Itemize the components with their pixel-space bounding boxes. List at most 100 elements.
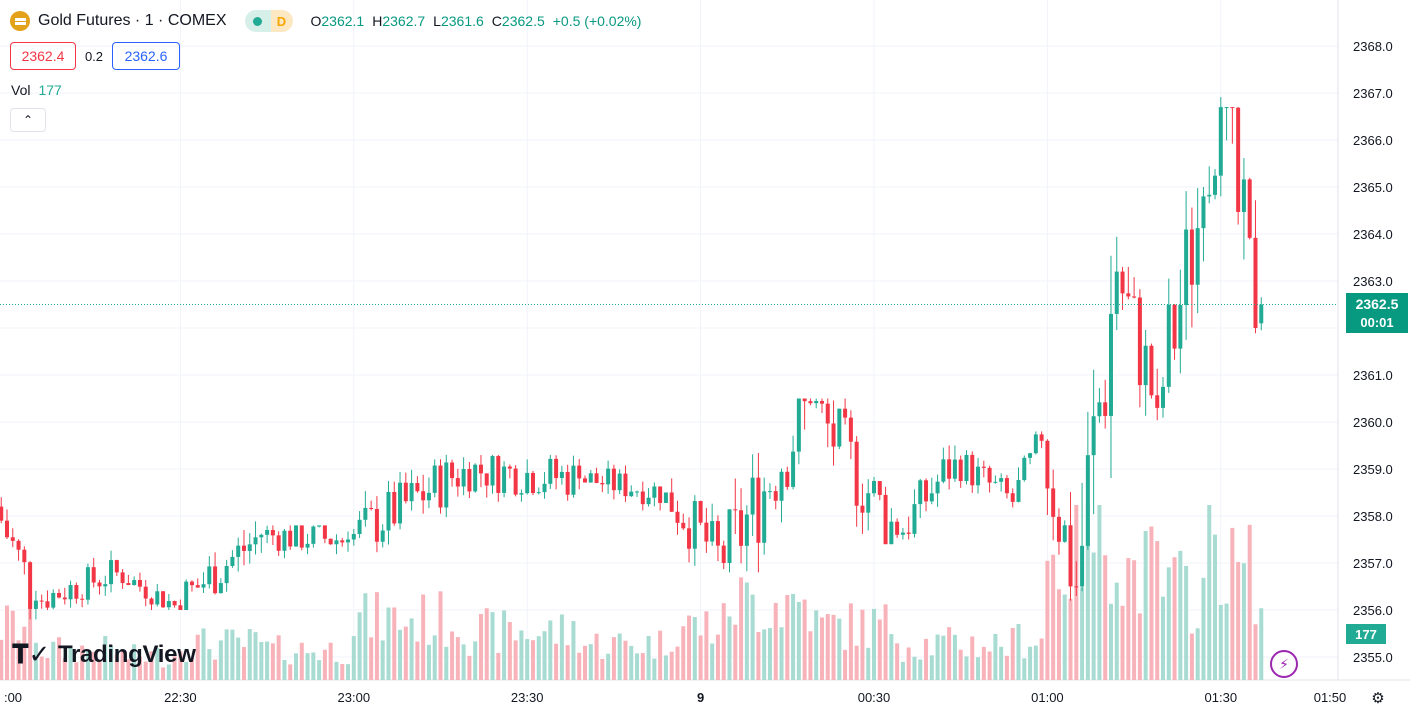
candle-body — [947, 459, 952, 479]
volume-bar — [28, 600, 33, 680]
candle-body — [658, 486, 663, 503]
volume-bar — [802, 599, 807, 680]
candle-body — [594, 473, 599, 483]
candle-body — [294, 525, 298, 547]
candle-body — [1201, 196, 1206, 229]
candle-body — [1143, 345, 1148, 386]
candle-body — [1166, 304, 1171, 387]
volume-bar — [143, 661, 148, 680]
candle-body — [507, 466, 512, 469]
time-axis: :00 22:30 23:00 23:30 9 00:30 01:00 01:30 01:50 — [4, 690, 1346, 705]
volume-bar — [1062, 594, 1067, 680]
volume-bar — [554, 643, 559, 680]
candle-body — [392, 492, 397, 524]
candle-body — [317, 525, 322, 527]
candle-body — [1149, 345, 1154, 396]
volume-bar — [1091, 552, 1096, 680]
volume-bar — [1051, 554, 1056, 680]
candle-body — [675, 511, 680, 523]
time-tick-label: :00 — [4, 690, 22, 705]
candle-body — [421, 491, 426, 501]
candle-body — [201, 584, 206, 588]
volume-bar — [999, 646, 1004, 680]
candle-body — [1236, 107, 1241, 212]
volume-bar — [461, 644, 466, 680]
symbol-title[interactable]: Gold Futures · 1 · COMEX — [38, 12, 227, 29]
candle-body — [1207, 194, 1212, 197]
volume-bar — [22, 626, 27, 680]
volume-bar — [993, 633, 998, 680]
market-status[interactable]: D — [244, 10, 293, 32]
volume-bar — [386, 607, 391, 680]
candle-body — [438, 465, 443, 508]
gear-icon[interactable]: ⚙ — [1371, 690, 1385, 707]
buy-button[interactable]: 2362.6 — [112, 42, 180, 70]
volume-bar — [1207, 505, 1212, 680]
volume-bar — [1033, 645, 1038, 680]
candle-body — [426, 492, 431, 501]
candle-body — [45, 601, 50, 608]
volume-bar — [571, 621, 576, 680]
candle-body — [843, 408, 848, 418]
volume-bar — [1259, 608, 1264, 680]
candle-body — [837, 408, 842, 447]
volume-bar — [444, 646, 449, 680]
volume-bar — [490, 612, 495, 680]
candle-body — [860, 505, 865, 513]
volume-bar — [1068, 598, 1073, 680]
candle-body — [646, 497, 651, 505]
candle-body — [33, 600, 38, 609]
chevron-up-icon: ⌃ — [22, 113, 34, 127]
time-tick-label: 01:30 — [1205, 690, 1238, 705]
candle-body — [1103, 402, 1108, 416]
candle-body — [137, 580, 142, 587]
volume-bar — [623, 640, 628, 680]
volume-bar — [184, 661, 189, 680]
delayed-badge[interactable]: D — [270, 10, 293, 32]
collapse-legend-button[interactable]: ⌃ — [10, 108, 46, 132]
candle-body — [1074, 586, 1079, 588]
tradingview-logo[interactable]: 𝐓✓ TradingView — [12, 639, 196, 671]
candle-body — [334, 540, 339, 545]
candle-body — [299, 525, 304, 548]
candle-body — [409, 483, 414, 502]
candle-body — [513, 468, 518, 495]
close-value: 2362.5 — [501, 13, 545, 29]
volume-bar — [10, 610, 15, 680]
candle-body — [710, 521, 715, 542]
candle-body — [588, 473, 593, 483]
candle-body — [270, 529, 275, 536]
volume-bar — [259, 642, 264, 680]
sell-button[interactable]: 2362.4 — [10, 42, 76, 70]
candle-body — [848, 417, 853, 442]
price-tick-label: 2364.0 — [1353, 227, 1393, 242]
candle-body — [16, 540, 21, 550]
volume-bar — [403, 626, 408, 680]
candle-body — [132, 580, 137, 586]
candle-body — [750, 477, 755, 515]
volume-bar — [1022, 658, 1027, 680]
volume-bar — [270, 643, 275, 680]
candle-body — [964, 454, 969, 482]
candle-body — [611, 468, 616, 491]
volume-bar — [478, 614, 483, 680]
price-tick-label: 2367.0 — [1353, 86, 1393, 101]
price-tick-label: 2356.0 — [1353, 603, 1393, 618]
volume-bar — [536, 636, 541, 680]
candle-body — [918, 480, 923, 505]
candle-body — [149, 598, 154, 605]
volume-bar — [640, 653, 645, 680]
candle-body — [80, 598, 85, 600]
candle-body — [1108, 313, 1113, 416]
volume-bar — [126, 659, 131, 680]
volume-bar — [68, 645, 73, 680]
candle-body — [704, 522, 709, 542]
volume-bar — [178, 651, 183, 680]
volume-bar — [305, 653, 310, 680]
volume-bar — [872, 608, 876, 680]
low-label: L — [433, 13, 441, 29]
candle-body — [253, 537, 258, 545]
lightning-icon[interactable]: ⚡ — [1270, 650, 1298, 678]
volume-bar — [114, 654, 119, 680]
